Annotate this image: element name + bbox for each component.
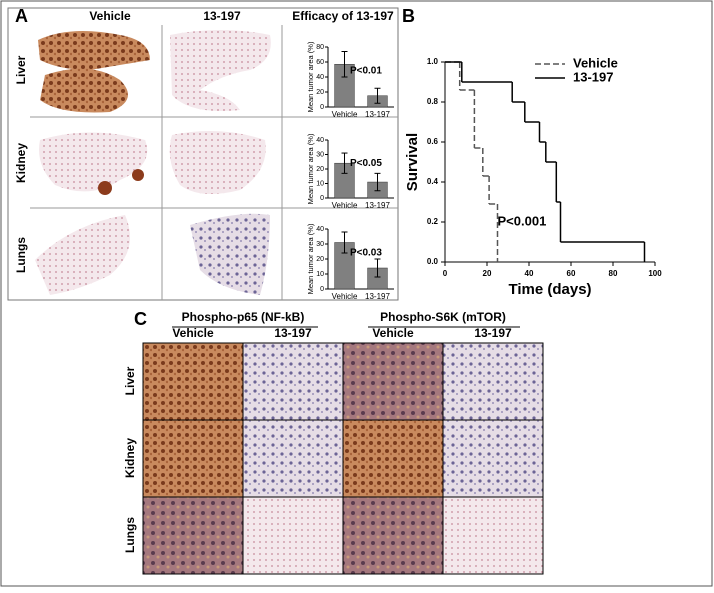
y-tick-label: 10: [316, 180, 324, 187]
y-tick-label: 40: [316, 137, 324, 144]
y-tick-label: 1.0: [427, 57, 439, 66]
row-label: Lungs: [14, 237, 28, 273]
column-header: Vehicle: [172, 326, 214, 340]
x-tick-label: 100: [648, 269, 662, 278]
y-tick-label: 0.4: [427, 177, 439, 186]
p-value: P<0.01: [350, 66, 382, 77]
y-tick-label: 30: [316, 241, 324, 248]
stain-image: [442, 496, 544, 575]
y-tick-label: 0.0: [427, 257, 439, 266]
tissue-image: [170, 30, 271, 111]
y-tick-label: 0: [320, 286, 324, 293]
stain-image: [142, 419, 244, 498]
column-header: Vehicle: [372, 326, 414, 340]
column-header: Efficacy of 13-197: [292, 9, 394, 23]
y-axis-label: Mean tumor area (%): [306, 223, 315, 294]
p-value: P<0.05: [350, 158, 382, 169]
y-tick-label: 20: [316, 166, 324, 173]
stain-image: [342, 342, 444, 421]
y-axis-label: Mean tumor area (%): [306, 133, 315, 204]
y-tick-label: 0.2: [427, 217, 439, 226]
y-tick-label: 60: [316, 59, 324, 66]
stain-image: [242, 419, 344, 498]
y-tick-label: 40: [316, 226, 324, 233]
y-axis-label: Survival: [404, 133, 421, 191]
x-tick-label: 0: [443, 269, 448, 278]
tissue-image: [132, 169, 144, 181]
tissue-image: [39, 132, 148, 192]
y-tick-label: 30: [316, 151, 324, 158]
x-tick-label: Vehicle: [332, 110, 358, 119]
stain-image: [242, 496, 344, 575]
p-value: P<0.03: [350, 248, 382, 259]
column-header: 13-197: [274, 326, 312, 340]
x-tick-label: 13-197: [365, 292, 390, 301]
y-tick-label: 20: [316, 89, 324, 96]
panel-a-box: [7, 7, 399, 301]
x-tick-label: 40: [525, 269, 534, 278]
legend-label: Vehicle: [573, 55, 618, 70]
row-label: Liver: [123, 366, 137, 395]
column-header: Vehicle: [89, 9, 131, 23]
y-tick-label: 0.6: [427, 137, 439, 146]
stain-image: [242, 342, 344, 421]
legend-label: 13-197: [573, 69, 613, 84]
row-label: Lungs: [123, 517, 137, 553]
stain-image: [142, 496, 244, 575]
stain-image: [342, 496, 444, 575]
x-tick-label: Vehicle: [332, 292, 358, 301]
tissue-image: [98, 181, 112, 195]
tissue-image: [35, 215, 130, 295]
y-axis-label: Mean tumor area (%): [306, 41, 315, 112]
stain-image: [442, 419, 544, 498]
y-tick-label: 0: [320, 195, 324, 202]
row-label: Liver: [14, 55, 28, 84]
x-tick-label: 13-197: [365, 110, 390, 119]
y-tick-label: 40: [316, 74, 324, 81]
group-header: Phospho-p65 (NF-kB): [182, 310, 305, 324]
group-header: Phospho-S6K (mTOR): [380, 310, 506, 324]
column-header: 13-197: [474, 326, 512, 340]
y-tick-label: 0.8: [427, 97, 439, 106]
panel-label: A: [15, 6, 28, 26]
stain-image: [342, 419, 444, 498]
tissue-image: [38, 31, 150, 113]
x-tick-label: 13-197: [365, 201, 390, 210]
tissue-image: [169, 131, 266, 194]
y-tick-label: 80: [316, 44, 324, 51]
x-tick-label: 20: [483, 269, 492, 278]
y-tick-label: 0: [320, 104, 324, 111]
stain-image: [142, 342, 244, 421]
panel-c: Vehicle 13-197 Vehicle 13-197 Liver Kidney Lun…: [123, 326, 544, 575]
column-header: 13-197: [203, 9, 241, 23]
row-label: Kidney: [14, 143, 28, 183]
x-tick-label: Vehicle: [332, 201, 358, 210]
x-tick-label: 80: [609, 269, 618, 278]
x-axis-label: Time (days): [508, 281, 591, 298]
x-tick-label: 60: [567, 269, 576, 278]
panel-label: B: [402, 6, 415, 26]
stain-image: [442, 342, 544, 421]
panel-label: C: [134, 309, 147, 329]
p-value: P<0.001: [498, 213, 547, 228]
y-tick-label: 10: [316, 271, 324, 278]
row-label: Kidney: [123, 438, 137, 478]
y-tick-label: 20: [316, 256, 324, 263]
tissue-image: [190, 213, 270, 295]
